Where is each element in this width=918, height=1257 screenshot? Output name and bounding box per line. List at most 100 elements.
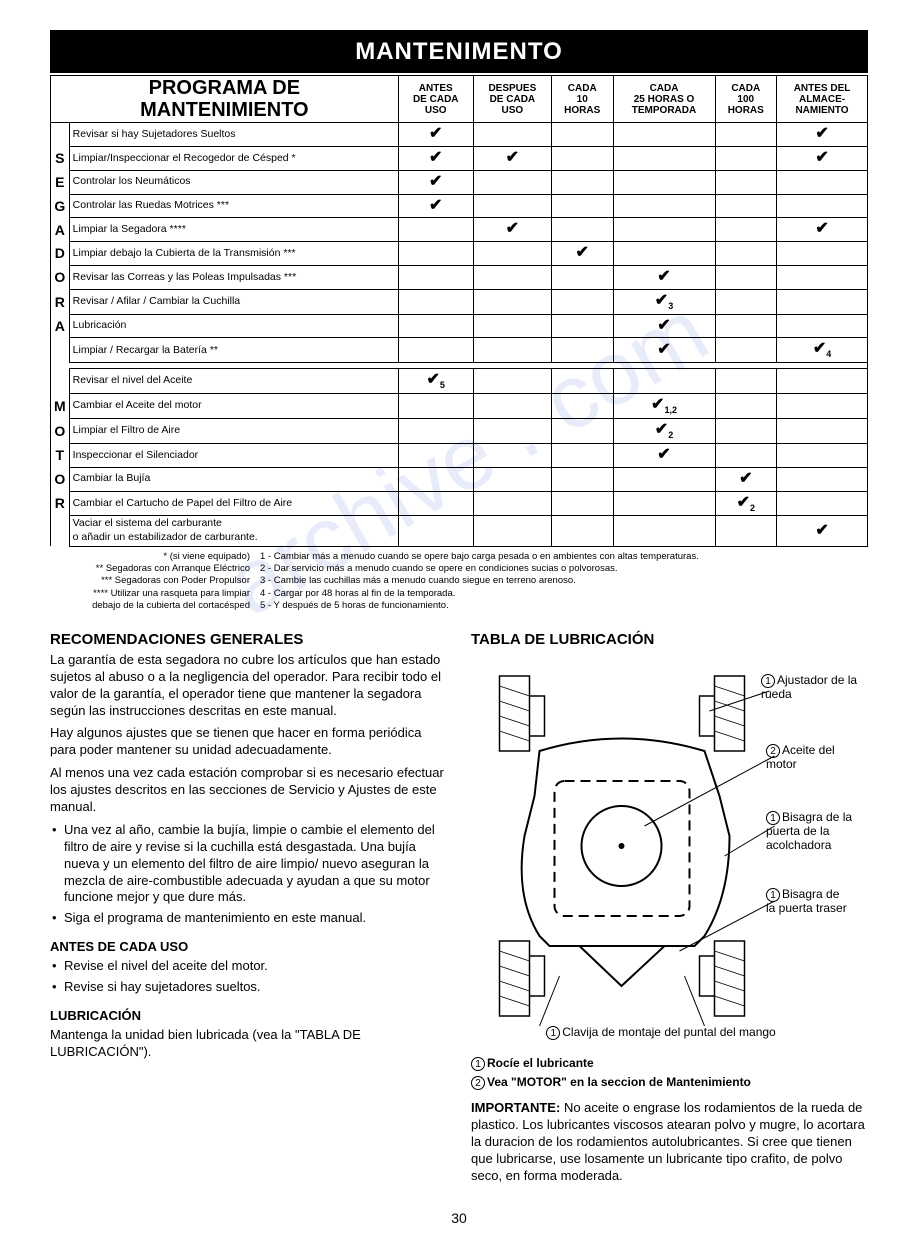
- task-cell: Limpiar / Recargar la Batería **: [69, 338, 398, 363]
- check-cell: [473, 265, 551, 289]
- check-cell: [777, 170, 868, 194]
- side-letter: O: [51, 467, 70, 491]
- check-cell: [473, 516, 551, 546]
- check-cell: ✔: [473, 146, 551, 170]
- check-cell: [613, 123, 715, 147]
- check-cell: [551, 467, 613, 491]
- check-cell: ✔: [613, 265, 715, 289]
- check-cell: [551, 338, 613, 363]
- check-cell: [473, 123, 551, 147]
- col-head-0: ANTESDE CADAUSO: [398, 76, 473, 123]
- check-cell: [473, 194, 551, 218]
- check-cell: [715, 123, 777, 147]
- lub-p1: Mantenga la unidad bien lubricada (vea l…: [50, 1027, 447, 1061]
- task-cell: Limpiar la Segadora ****: [69, 218, 398, 242]
- check-cell: [777, 369, 868, 394]
- check-cell: [613, 218, 715, 242]
- task-cell: Revisar / Afilar / Cambiar la Cuchilla: [69, 289, 398, 314]
- task-cell: Inspeccionar el Silenciador: [69, 443, 398, 467]
- check-cell: [398, 218, 473, 242]
- check-cell: [613, 491, 715, 516]
- check-cell: [473, 394, 551, 419]
- col-head-1: DESPUESDE CADAUSO: [473, 76, 551, 123]
- left-column: RECOMENDACIONES GENERALES La garantía de…: [50, 630, 447, 1190]
- rec-p2: Hay algunos ajustes que se tienen que ha…: [50, 725, 447, 759]
- footnotes-left: * (si viene equipado)** Segadoras con Ar…: [50, 551, 250, 613]
- side-letter: D: [51, 242, 70, 266]
- check-cell: [551, 369, 613, 394]
- rec-p1: La garantía de esta segadora no cubre lo…: [50, 652, 447, 720]
- callout-bisagra-tras: 1Bisagra de la puerta traser: [766, 888, 851, 916]
- check-cell: [777, 194, 868, 218]
- check-cell: ✔4: [777, 338, 868, 363]
- check-cell: [473, 491, 551, 516]
- side-letter: O: [51, 265, 70, 289]
- check-cell: [398, 467, 473, 491]
- task-cell: Cambiar el Aceite del motor: [69, 394, 398, 419]
- check-cell: [473, 242, 551, 266]
- footnotes: * (si viene equipado)** Segadoras con Ar…: [50, 551, 868, 613]
- legend-2: 2Vea "MOTOR" en la seccion de Mantenimie…: [471, 1075, 868, 1091]
- callout-ajustador: 1Ajustador de la rueda: [761, 674, 868, 702]
- check-cell: [715, 194, 777, 218]
- antes-b1: Revise el nivel del aceite del motor.: [64, 958, 447, 975]
- page-banner: MANTENIMENTO: [50, 30, 868, 73]
- right-column: TABLA DE LUBRICACIÓN: [471, 630, 868, 1190]
- rec-title: RECOMENDACIONES GENERALES: [50, 630, 447, 650]
- check-cell: [777, 265, 868, 289]
- tabla-title: TABLA DE LUBRICACIÓN: [471, 630, 868, 650]
- side-letter: [51, 338, 70, 363]
- task-cell: Limpiar debajo la Cubierta de la Transmi…: [69, 242, 398, 266]
- callout-clavija: 1Clavija de montaje del puntal del mango: [491, 1026, 831, 1040]
- check-cell: [777, 467, 868, 491]
- schedule-title-l1: PROGRAMA DE: [149, 77, 300, 99]
- check-cell: [473, 338, 551, 363]
- check-cell: [398, 314, 473, 338]
- task-cell: Limpiar/Inspeccionar el Recogedor de Cés…: [69, 146, 398, 170]
- task-cell: Lubricación: [69, 314, 398, 338]
- antes-title: ANTES DE CADA USO: [50, 939, 447, 956]
- check-cell: [715, 338, 777, 363]
- check-cell: [715, 394, 777, 419]
- check-cell: ✔: [613, 443, 715, 467]
- check-cell: [473, 443, 551, 467]
- check-cell: [715, 170, 777, 194]
- antes-b2: Revise si hay sujetadores sueltos.: [64, 979, 447, 996]
- check-cell: ✔: [777, 123, 868, 147]
- check-cell: [551, 419, 613, 444]
- check-cell: [777, 289, 868, 314]
- lub-title: LUBRICACIÓN: [50, 1008, 447, 1025]
- side-letter: [51, 123, 70, 147]
- check-cell: [777, 491, 868, 516]
- check-cell: ✔5: [398, 369, 473, 394]
- check-cell: ✔: [398, 123, 473, 147]
- check-cell: [777, 394, 868, 419]
- check-cell: [715, 242, 777, 266]
- page-number: 30: [50, 1209, 868, 1227]
- check-cell: [473, 170, 551, 194]
- check-cell: ✔: [715, 467, 777, 491]
- check-cell: [551, 194, 613, 218]
- check-cell: ✔: [551, 242, 613, 266]
- side-letter: R: [51, 491, 70, 516]
- side-letter: [51, 369, 70, 394]
- side-letter: T: [51, 443, 70, 467]
- check-cell: [473, 419, 551, 444]
- rec-p3: Al menos una vez cada estación comprobar…: [50, 765, 447, 816]
- task-cell: Controlar las Ruedas Motrices ***: [69, 194, 398, 218]
- col-head-4: CADA100HORAS: [715, 76, 777, 123]
- check-cell: ✔: [398, 146, 473, 170]
- check-cell: ✔: [613, 314, 715, 338]
- task-cell: Revisar si hay Sujetadores Sueltos: [69, 123, 398, 147]
- check-cell: [715, 369, 777, 394]
- check-cell: [551, 265, 613, 289]
- check-cell: ✔1,2: [613, 394, 715, 419]
- check-cell: ✔: [777, 146, 868, 170]
- check-cell: [613, 194, 715, 218]
- check-cell: ✔: [613, 338, 715, 363]
- mower-diagram-svg: [471, 656, 868, 1056]
- check-cell: [613, 170, 715, 194]
- check-cell: [715, 265, 777, 289]
- check-cell: [613, 516, 715, 546]
- task-cell: Vaciar el sistema del carburanteo añadir…: [69, 516, 398, 546]
